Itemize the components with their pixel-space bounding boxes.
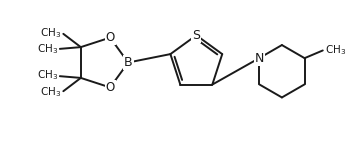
Text: CH$_3$: CH$_3$	[325, 43, 346, 57]
Text: O: O	[106, 31, 115, 44]
Text: CH$_3$: CH$_3$	[37, 69, 58, 82]
Text: CH$_3$: CH$_3$	[37, 43, 58, 57]
Text: O: O	[106, 81, 115, 94]
Text: CH$_3$: CH$_3$	[40, 85, 62, 99]
Text: B: B	[124, 56, 132, 69]
Text: N: N	[254, 52, 264, 65]
Text: S: S	[192, 29, 200, 42]
Text: CH$_3$: CH$_3$	[40, 26, 62, 40]
